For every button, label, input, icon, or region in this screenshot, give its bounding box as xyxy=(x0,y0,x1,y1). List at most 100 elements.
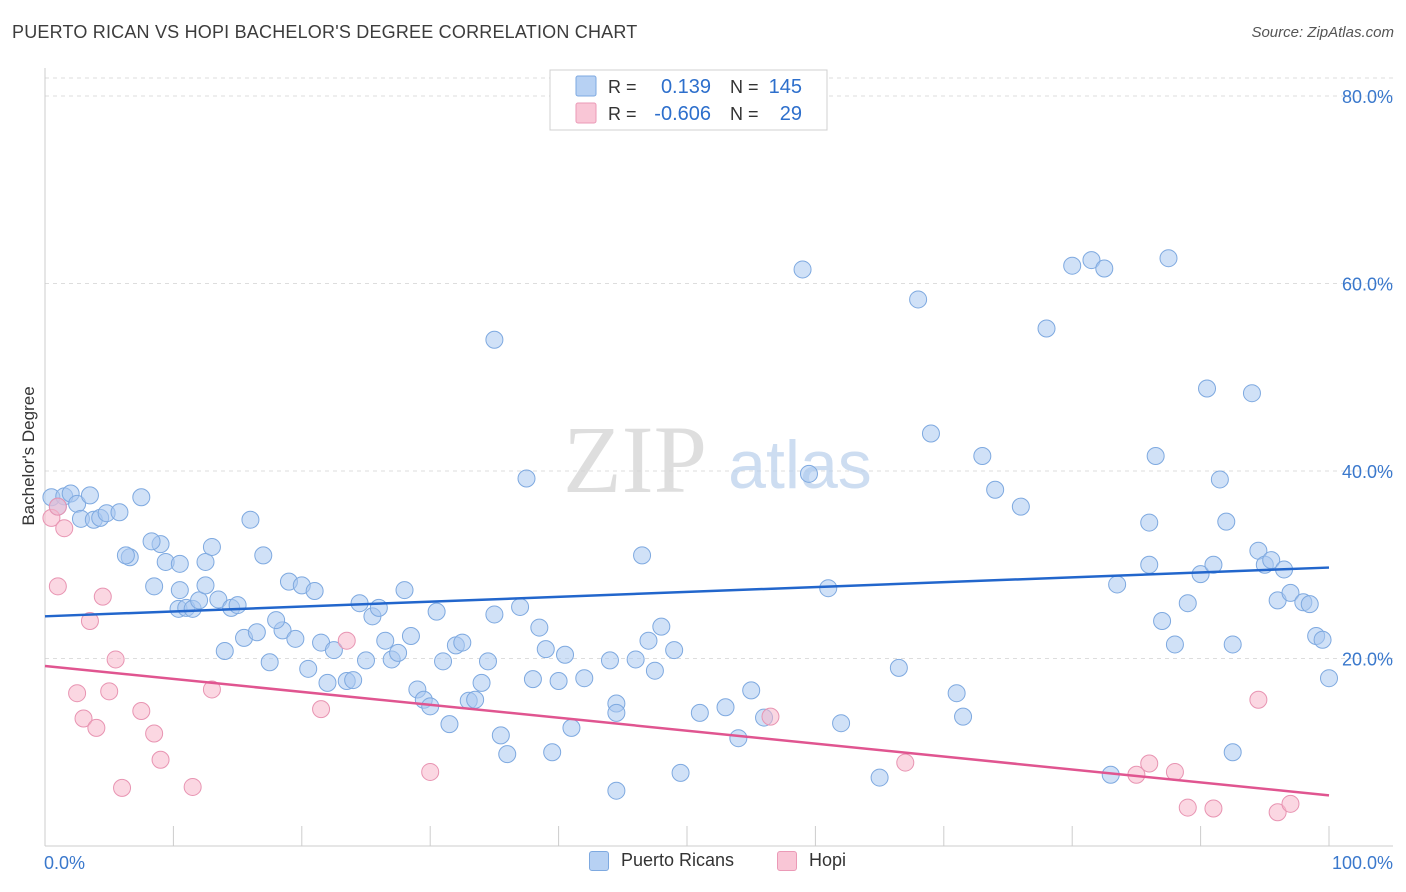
hopi-point xyxy=(106,650,125,669)
hopi-point xyxy=(145,724,164,743)
puerto-rican-point xyxy=(318,673,337,692)
legend-n-value-pink: 29 xyxy=(780,103,802,125)
puerto-rican-point xyxy=(1313,630,1332,649)
puerto-rican-point xyxy=(286,629,305,648)
puerto-rican-point xyxy=(228,596,247,615)
puerto-rican-point xyxy=(247,623,266,642)
puerto-rican-point xyxy=(209,590,228,609)
hopi-point xyxy=(48,497,67,516)
puerto-rican-point xyxy=(626,650,645,669)
puerto-rican-point xyxy=(1011,497,1030,516)
legend-item-hopi: Hopi xyxy=(777,850,846,871)
puerto-rican-point xyxy=(742,681,761,700)
puerto-rican-point xyxy=(466,690,485,709)
puerto-rican-point xyxy=(215,642,234,660)
puerto-rican-point xyxy=(369,598,388,617)
hopi-point xyxy=(1268,803,1287,822)
puerto-rican-point xyxy=(511,597,530,616)
puerto-rican-point xyxy=(819,579,838,598)
data-points xyxy=(42,249,1338,822)
puerto-rican-point xyxy=(1300,595,1319,614)
puerto-rican-point xyxy=(921,424,940,443)
puerto-rican-point xyxy=(357,651,375,670)
puerto-rican-point xyxy=(485,605,504,624)
watermark-atlas: atlas xyxy=(728,427,872,503)
hopi-point xyxy=(55,519,74,538)
puerto-rican-point xyxy=(1108,575,1127,594)
legend-swatch-puerto-ricans xyxy=(589,850,609,871)
hopi-point xyxy=(1249,690,1268,709)
puerto-rican-point xyxy=(401,627,420,645)
hopi-point xyxy=(151,750,170,769)
puerto-rican-point xyxy=(254,546,273,565)
puerto-rican-point xyxy=(1063,256,1082,275)
hopi-point xyxy=(337,631,356,650)
puerto-rican-point xyxy=(453,633,472,652)
hopi-point xyxy=(132,702,151,720)
puerto-rican-point xyxy=(954,707,973,726)
puerto-rican-point xyxy=(116,546,135,565)
puerto-rican-point xyxy=(543,743,562,762)
puerto-rican-point xyxy=(909,290,928,309)
puerto-rican-point xyxy=(665,641,684,660)
puerto-rican-point xyxy=(1146,447,1165,465)
puerto-rican-point xyxy=(80,486,99,505)
puerto-rican-trend-line xyxy=(44,566,1330,618)
source-label: Source: ZipAtlas.com xyxy=(1251,24,1394,41)
puerto-rican-point xyxy=(1320,669,1338,688)
hopi-point xyxy=(48,577,67,596)
puerto-rican-point xyxy=(478,652,497,671)
y-tick-label: 60.0% xyxy=(1342,275,1393,295)
puerto-rican-point xyxy=(491,726,510,745)
chart-title: PUERTO RICAN VS HOPI BACHELOR'S DEGREE C… xyxy=(12,22,638,42)
axes: 20.0% 40.0% 60.0% 80.0% xyxy=(44,68,1393,847)
puerto-rican-point xyxy=(947,684,966,703)
puerto-rican-point xyxy=(832,714,851,733)
hopi-point xyxy=(87,718,106,737)
puerto-rican-point xyxy=(556,645,575,664)
x-tick-label-min: 0.0% xyxy=(44,853,85,873)
puerto-rican-point xyxy=(1223,635,1242,654)
puerto-rican-point xyxy=(170,581,189,600)
puerto-rican-point xyxy=(1210,470,1229,489)
legend-r-label-pink: R = xyxy=(608,104,637,124)
hopi-point xyxy=(183,777,202,796)
puerto-rican-point xyxy=(1281,583,1300,602)
puerto-rican-point xyxy=(305,582,324,600)
puerto-rican-point xyxy=(196,552,215,571)
hopi-point xyxy=(113,778,132,797)
puerto-rican-point xyxy=(690,703,709,722)
puerto-rican-point xyxy=(793,260,812,279)
legend-label-hopi: Hopi xyxy=(809,850,847,870)
legend-swatch-pink xyxy=(575,102,597,124)
hopi-point xyxy=(312,700,331,719)
puerto-rican-point xyxy=(299,659,318,678)
puerto-rican-point xyxy=(1165,635,1184,654)
puerto-rican-point xyxy=(1095,259,1114,278)
puerto-rican-point xyxy=(575,669,594,688)
watermark: ZIP atlas xyxy=(563,406,872,513)
puerto-rican-point xyxy=(549,672,568,690)
hopi-point xyxy=(421,762,440,781)
legend-swatch-blue xyxy=(575,75,597,97)
puerto-rican-point xyxy=(190,591,209,610)
puerto-rican-point xyxy=(1159,249,1178,268)
hopi-point xyxy=(896,753,915,772)
puerto-rican-point xyxy=(633,546,652,565)
gridlines xyxy=(45,77,1393,659)
legend-n-label-blue: N = xyxy=(730,77,759,97)
puerto-rican-point xyxy=(536,640,555,659)
puerto-rican-point xyxy=(562,718,581,737)
y-tick-label: 80.0% xyxy=(1342,87,1393,107)
puerto-rican-point xyxy=(1153,612,1172,630)
puerto-rican-point xyxy=(607,781,626,800)
puerto-rican-point xyxy=(145,577,164,596)
legend-r-label-blue: R = xyxy=(608,77,637,97)
puerto-rican-point xyxy=(716,698,735,717)
hopi-point xyxy=(202,680,221,699)
trend-lines xyxy=(44,566,1330,797)
hopi-point xyxy=(1178,798,1197,817)
hopi-point xyxy=(761,707,780,726)
legend-r-value-blue: 0.139 xyxy=(661,76,711,98)
